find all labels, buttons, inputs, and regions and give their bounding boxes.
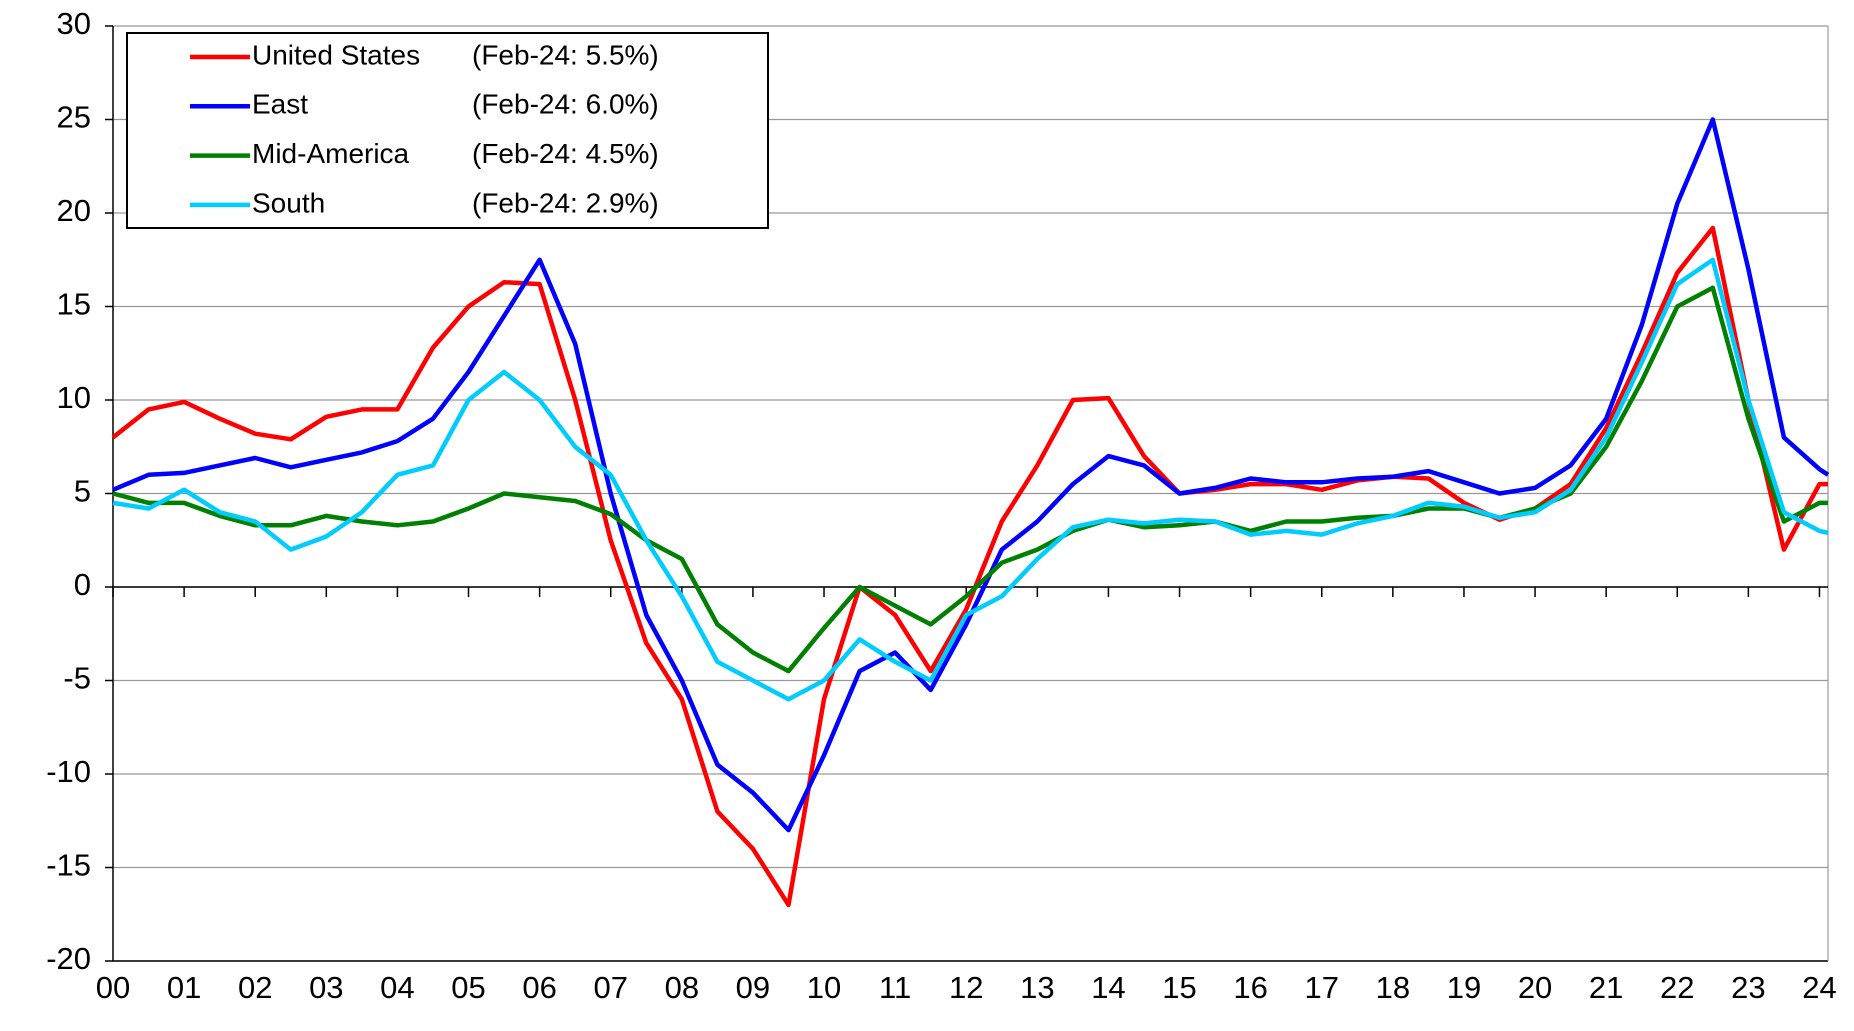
legend-label: South bbox=[252, 187, 325, 218]
legend-note: (Feb-24: 2.9%) bbox=[472, 187, 659, 218]
x-tick-label: 04 bbox=[380, 970, 414, 1005]
legend-label: United States bbox=[252, 39, 420, 70]
y-tick-label: 5 bbox=[74, 474, 91, 509]
x-tick-label: 15 bbox=[1162, 970, 1196, 1005]
legend-label: Mid-America bbox=[252, 138, 410, 169]
x-tick-label: 09 bbox=[736, 970, 770, 1005]
x-tick-label: 01 bbox=[167, 970, 201, 1005]
y-tick-label: 10 bbox=[57, 380, 91, 415]
x-tick-label: 17 bbox=[1305, 970, 1339, 1005]
x-tick-label: 08 bbox=[665, 970, 699, 1005]
y-tick-label: 20 bbox=[57, 193, 91, 228]
y-tick-label: -10 bbox=[46, 754, 91, 789]
x-tick-label: 05 bbox=[451, 970, 485, 1005]
y-tick-label: -15 bbox=[46, 848, 91, 883]
x-tick-label: 02 bbox=[238, 970, 272, 1005]
x-tick-label: 18 bbox=[1376, 970, 1410, 1005]
x-tick-label: 06 bbox=[522, 970, 556, 1005]
x-tick-label: 20 bbox=[1518, 970, 1552, 1005]
x-tick-label: 22 bbox=[1660, 970, 1694, 1005]
y-tick-label: 0 bbox=[74, 567, 91, 602]
legend-note: (Feb-24: 6.0%) bbox=[472, 89, 659, 120]
x-tick-label: 07 bbox=[593, 970, 627, 1005]
x-tick-label: 16 bbox=[1233, 970, 1267, 1005]
legend: United States (Feb-24: 5.5%) East (Feb-24: … bbox=[126, 32, 769, 229]
x-tick-label: 13 bbox=[1020, 970, 1054, 1005]
x-tick-label: 03 bbox=[309, 970, 343, 1005]
series-line bbox=[112, 257, 1829, 702]
y-tick-label: 30 bbox=[57, 6, 91, 41]
x-tick-label: 12 bbox=[949, 970, 983, 1005]
legend-note: (Feb-24: 5.5%) bbox=[472, 39, 659, 70]
legend-label: East bbox=[252, 89, 308, 120]
x-tick-label: 00 bbox=[96, 970, 130, 1005]
x-tick-label: 21 bbox=[1589, 970, 1623, 1005]
y-tick-label: 25 bbox=[57, 100, 91, 135]
y-tick-label: 15 bbox=[57, 287, 91, 322]
x-tick-label: 14 bbox=[1091, 970, 1125, 1005]
legend-box bbox=[126, 32, 769, 229]
x-tick-label: 10 bbox=[807, 970, 841, 1005]
series-line bbox=[112, 117, 1830, 833]
x-tick-label: 11 bbox=[879, 970, 911, 1005]
x-tick-label: 19 bbox=[1447, 970, 1481, 1005]
y-tick-label: -5 bbox=[63, 661, 91, 696]
legend-note: (Feb-24: 4.5%) bbox=[472, 138, 659, 169]
series-line bbox=[111, 225, 1828, 908]
x-tick-label: 24 bbox=[1802, 970, 1836, 1005]
y-tick-label: -20 bbox=[46, 941, 91, 976]
x-tick-label: 23 bbox=[1731, 970, 1765, 1005]
